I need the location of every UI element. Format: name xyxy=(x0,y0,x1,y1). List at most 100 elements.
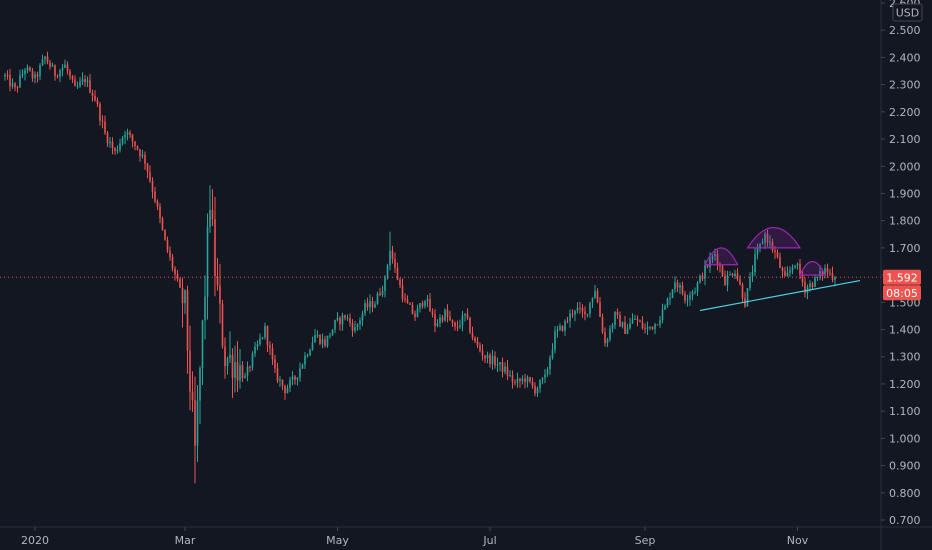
candle-body xyxy=(249,367,251,368)
candle-body xyxy=(367,303,369,307)
candle-body xyxy=(349,318,351,323)
candle-body xyxy=(407,299,409,303)
candle-body xyxy=(549,358,551,369)
candle-body xyxy=(282,380,284,386)
currency-badge[interactable]: USD xyxy=(893,4,922,21)
candle-body xyxy=(604,332,606,343)
candle-body xyxy=(607,340,609,344)
candle-body xyxy=(532,382,534,386)
candle-body xyxy=(482,351,484,356)
candle-body xyxy=(104,122,106,133)
candle-body xyxy=(362,313,364,320)
candle-body xyxy=(62,68,64,71)
candle-body xyxy=(572,314,574,315)
candle-body xyxy=(22,74,24,76)
candle-body xyxy=(167,240,169,251)
candle-body xyxy=(739,279,741,284)
candle-body xyxy=(262,337,264,338)
y-tick-label: 1.700 xyxy=(889,242,921,255)
candle-body xyxy=(674,283,676,290)
y-tick-label: 1.900 xyxy=(889,187,921,200)
candle-body xyxy=(512,375,514,382)
currency-label: USD xyxy=(896,7,920,20)
candle-body xyxy=(677,283,679,288)
candle-body xyxy=(329,335,331,336)
candle-body xyxy=(429,299,431,311)
candle-body xyxy=(17,87,19,88)
candle-body xyxy=(594,291,596,298)
candle-body xyxy=(149,172,151,181)
candle-body xyxy=(437,323,439,326)
candle-body xyxy=(707,265,709,267)
candle-body xyxy=(279,380,281,381)
candle-body xyxy=(199,368,201,401)
candle-body xyxy=(189,350,191,391)
last-price-badge: 1.592 xyxy=(883,270,921,285)
candle-body xyxy=(394,259,396,268)
y-tick-label: 1.000 xyxy=(889,432,921,445)
candle-body xyxy=(222,304,224,347)
candle-body xyxy=(69,71,71,76)
candle-body xyxy=(37,75,39,77)
candle-body xyxy=(339,318,341,325)
candle-body xyxy=(74,80,76,87)
candle-body xyxy=(219,285,221,303)
candle-body xyxy=(52,65,54,66)
candle-body xyxy=(87,80,89,82)
candle-body xyxy=(509,375,511,376)
candle-body xyxy=(214,219,216,276)
candle-body xyxy=(227,358,229,366)
y-tick-label: 1.200 xyxy=(889,378,921,391)
candle-body xyxy=(777,252,779,257)
candle-body xyxy=(57,76,59,77)
candle-body xyxy=(564,321,566,331)
candle-body xyxy=(32,71,34,79)
candle-body xyxy=(237,362,239,380)
candle-body xyxy=(97,100,99,104)
y-tick-label: 1.800 xyxy=(889,215,921,228)
candle-body xyxy=(147,164,149,173)
candle-body xyxy=(194,400,196,446)
candle-body xyxy=(109,142,111,144)
candle-body xyxy=(732,274,734,276)
candle-body xyxy=(304,356,306,365)
candle-body xyxy=(452,320,454,322)
candle-body xyxy=(682,285,684,293)
candle-body xyxy=(599,302,601,317)
candle-body xyxy=(12,83,14,86)
candle-body xyxy=(347,318,349,319)
candle-body xyxy=(334,320,336,329)
candle-body xyxy=(114,148,116,151)
candle-body xyxy=(379,294,381,295)
candle-body xyxy=(662,310,664,320)
candle-body xyxy=(774,250,776,252)
candle-body xyxy=(92,93,94,96)
y-tick-label: 0.800 xyxy=(889,487,921,500)
candle-body xyxy=(517,379,519,383)
candle-body xyxy=(639,321,641,322)
candle-body xyxy=(202,320,204,368)
y-tick-label: 0.700 xyxy=(889,514,921,527)
x-tick-label: Nov xyxy=(787,534,809,547)
candle-body xyxy=(327,336,329,346)
candle-body xyxy=(132,135,134,142)
candle-body xyxy=(204,297,206,321)
candle-body xyxy=(212,210,214,219)
candle-body xyxy=(459,325,461,326)
candle-body xyxy=(494,356,496,365)
candle-body xyxy=(439,317,441,323)
candle-body xyxy=(124,135,126,138)
candle-body xyxy=(49,62,51,66)
candle-body xyxy=(234,362,236,378)
candle-body xyxy=(552,350,554,359)
candle-body xyxy=(529,377,531,381)
candle-body xyxy=(229,355,231,358)
candle-body xyxy=(569,314,571,322)
candle-body xyxy=(632,319,634,323)
candle-body xyxy=(152,181,154,192)
candle-body xyxy=(689,295,691,299)
candle-body xyxy=(159,207,161,219)
candle-body xyxy=(244,376,246,378)
candle-body xyxy=(537,388,539,393)
